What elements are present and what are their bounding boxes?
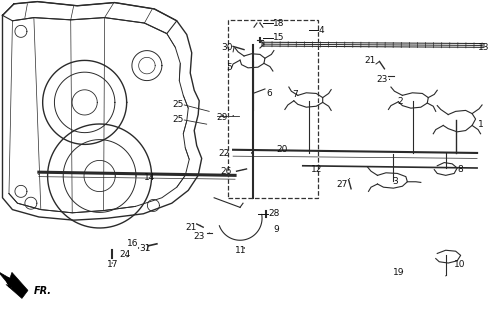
Bar	[228, 20, 318, 198]
Text: 26: 26	[220, 167, 232, 176]
Text: 28: 28	[268, 209, 279, 218]
Text: 18: 18	[273, 19, 284, 28]
Text: 2: 2	[398, 97, 403, 106]
Text: 5: 5	[226, 63, 232, 72]
Text: 31: 31	[139, 244, 150, 253]
Text: 16: 16	[127, 239, 138, 248]
Text: 22: 22	[219, 149, 230, 158]
Text: 15: 15	[273, 33, 284, 42]
Text: 4: 4	[319, 26, 324, 35]
Text: 20: 20	[276, 145, 288, 154]
Text: 9: 9	[273, 225, 279, 234]
Text: 3: 3	[392, 177, 398, 186]
Text: 7: 7	[292, 90, 298, 99]
Text: 10: 10	[454, 260, 466, 269]
Text: 21: 21	[185, 223, 197, 232]
Text: 1: 1	[478, 120, 484, 129]
Text: 23: 23	[194, 232, 205, 241]
Text: 13: 13	[478, 43, 490, 52]
Text: 25: 25	[172, 116, 183, 124]
Text: 27: 27	[336, 180, 348, 189]
Text: 21: 21	[365, 56, 376, 65]
Text: 6: 6	[266, 89, 272, 98]
Text: 24: 24	[119, 250, 130, 259]
Text: 8: 8	[457, 165, 463, 174]
Text: 23: 23	[376, 76, 387, 84]
Text: 29: 29	[217, 113, 228, 122]
Text: 25: 25	[172, 100, 183, 109]
Text: 14: 14	[144, 173, 155, 182]
Text: FR.: FR.	[34, 286, 52, 296]
Text: 11: 11	[235, 246, 247, 255]
Text: 19: 19	[393, 268, 404, 277]
Text: 17: 17	[107, 260, 119, 269]
Polygon shape	[0, 271, 28, 298]
Text: 12: 12	[311, 165, 323, 174]
Text: 30: 30	[222, 43, 233, 52]
